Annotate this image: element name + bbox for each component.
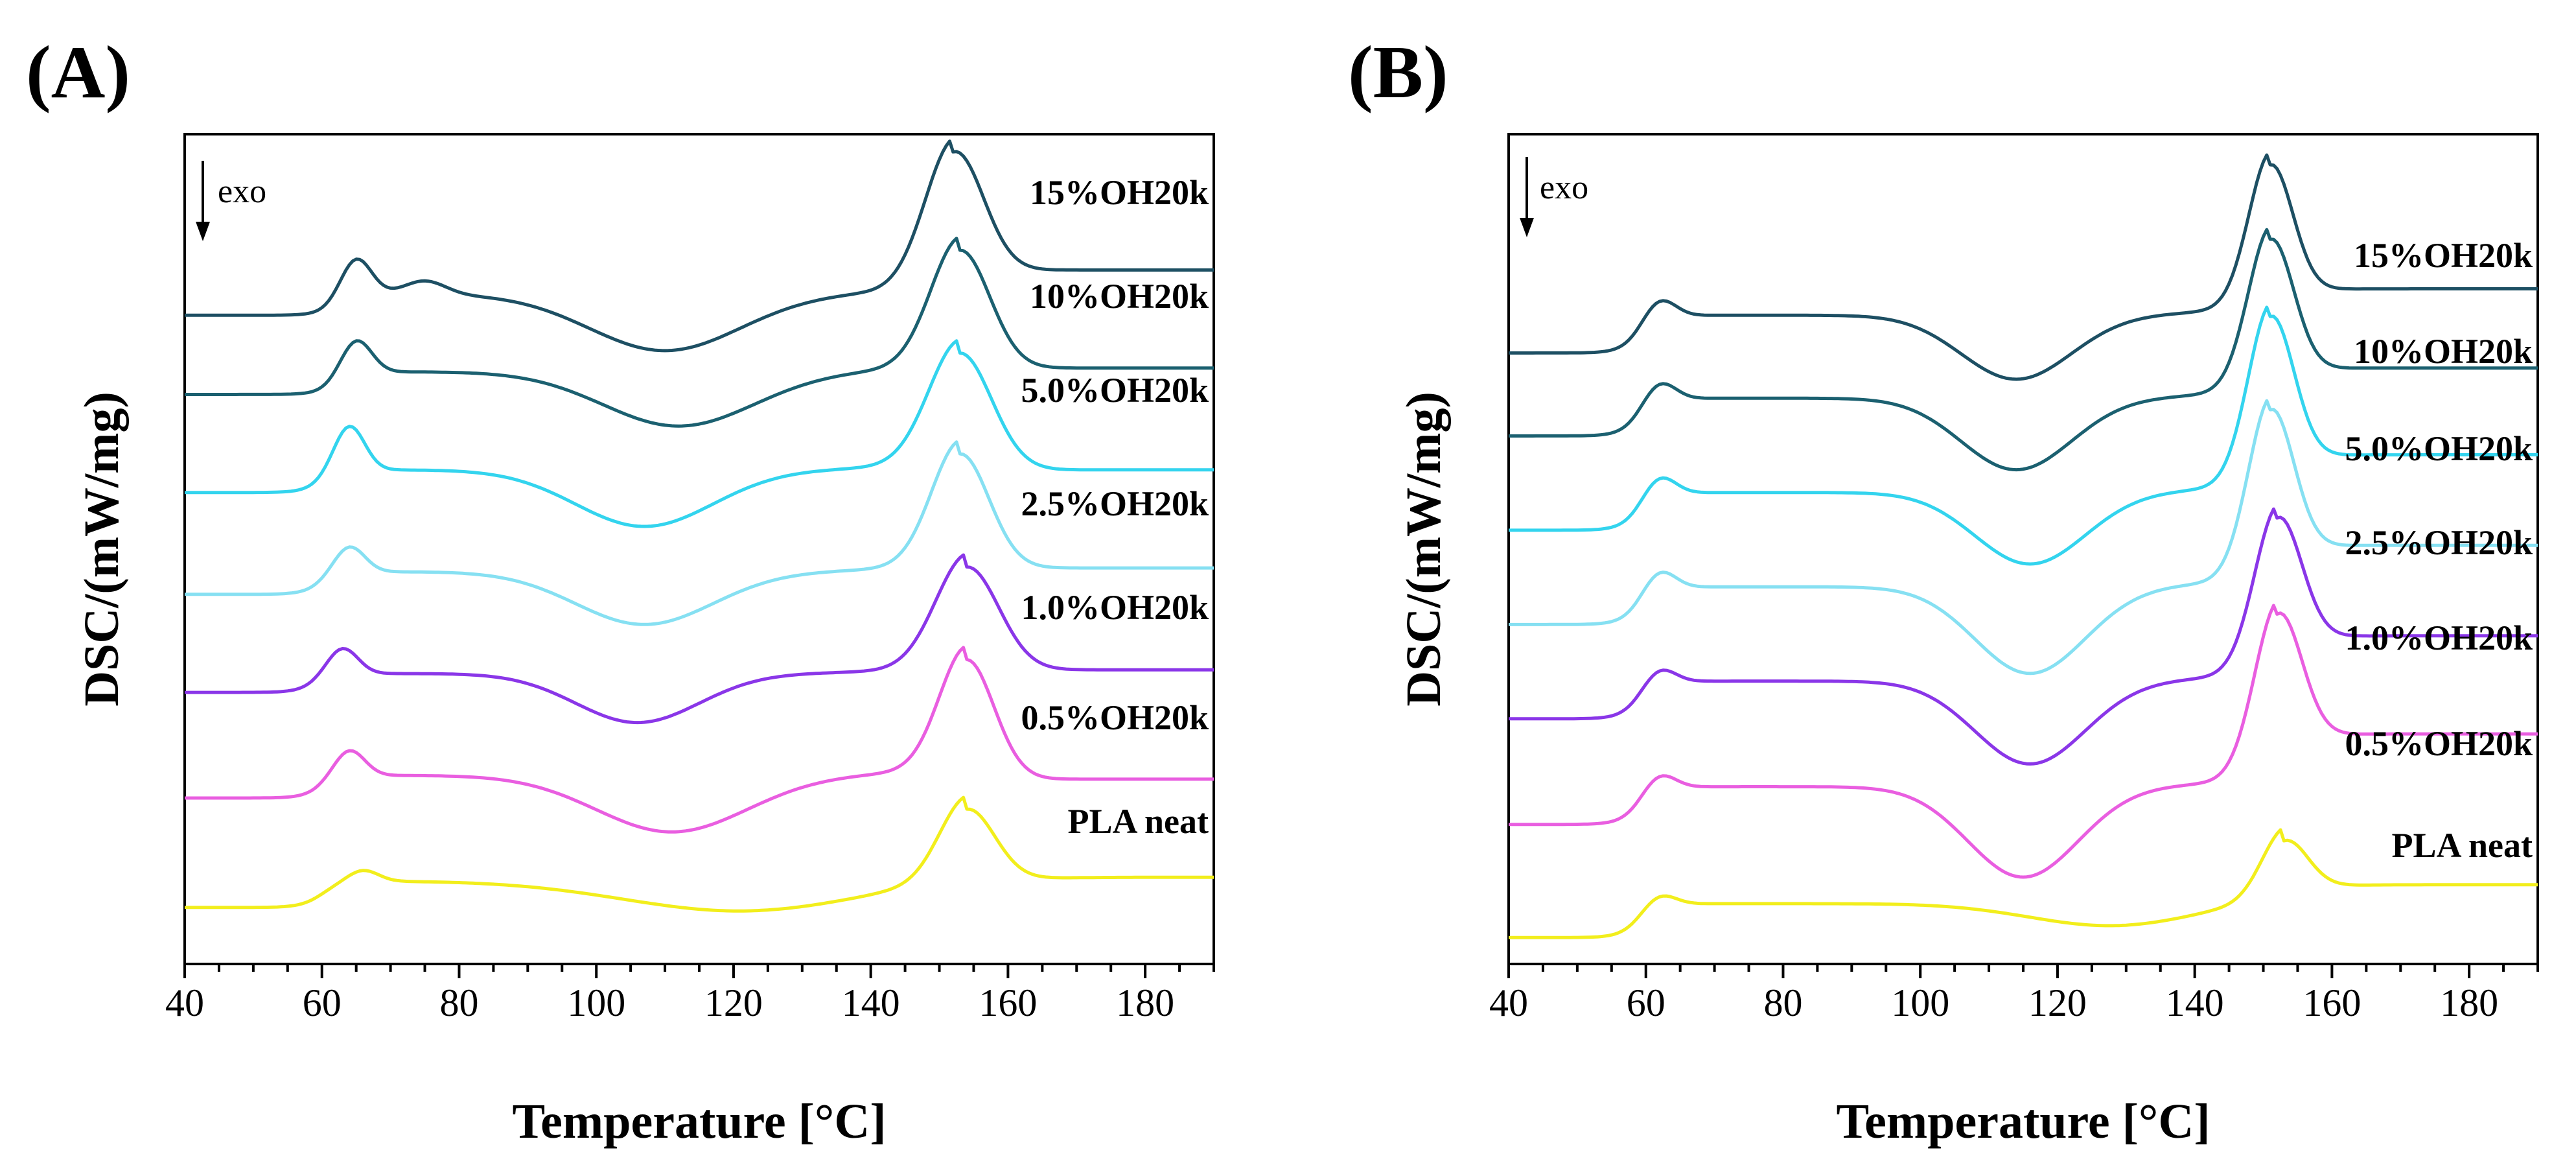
x-tick-label: 160 — [979, 981, 1037, 1024]
panel-a-curves — [185, 139, 1214, 913]
series-label: 0.5%OH20k — [1021, 698, 1209, 737]
panel-a-exo-arrow-icon — [196, 222, 210, 241]
series-label: 5.0%OH20k — [1021, 371, 1209, 410]
series-label: 1.0%OH20k — [1021, 588, 1209, 627]
panel-a-series-labels: 15%OH20k 10%OH20k 5.0%OH20k 2.5%OH20k 1.0%OH… — [1021, 173, 1209, 841]
series-label: 15%OH20k — [1030, 173, 1209, 212]
series-line-10-oh20k — [185, 237, 1214, 428]
x-tick-label: 80 — [439, 981, 478, 1024]
series-line-10-oh20k — [1509, 228, 2538, 472]
panel-a-plot-frame — [183, 133, 1215, 965]
series-label: 1.0%OH20k — [2345, 618, 2533, 657]
panel-b-y-axis-title: DSC/(mW/mg) — [1397, 392, 1451, 707]
panel-b-x-ticks — [1507, 964, 2539, 978]
panel-b-exo-arrow-icon — [1520, 218, 1534, 237]
x-tick-label: 160 — [2303, 981, 2361, 1024]
panel-a-x-tick-labels: 40 60 80 100 120 140 160 180 — [165, 981, 1174, 1024]
x-tick-label: 40 — [165, 981, 204, 1024]
series-label: 15%OH20k — [2354, 236, 2533, 275]
series-label: 0.5%OH20k — [2345, 724, 2533, 763]
panel-b-label: (B) — [1348, 31, 1448, 114]
series-line-2-5-oh20k — [1509, 399, 2538, 675]
x-tick-label: 80 — [1763, 981, 1802, 1024]
series-line-0-5-oh20k — [1509, 604, 2538, 879]
series-line-pla-neat — [185, 795, 1214, 913]
x-tick-label: 140 — [2166, 981, 2224, 1024]
x-tick-label: 120 — [704, 981, 763, 1024]
panel-b-x-axis-title: Temperature [°C] — [1836, 1094, 2210, 1149]
series-label: PLA neat — [2391, 826, 2533, 865]
x-tick-label: 100 — [567, 981, 625, 1024]
x-tick-label: 180 — [1116, 981, 1174, 1024]
series-label: 2.5%OH20k — [1021, 484, 1209, 523]
panel-a-label: (A) — [26, 31, 130, 114]
series-line-5-0-oh20k — [185, 339, 1214, 528]
x-tick-label: 140 — [842, 981, 900, 1024]
series-line-1-0-oh20k — [1509, 507, 2538, 766]
panel-b-series-labels: 15%OH20k 10%OH20k 5.0%OH20k 2.5%OH20k 1.0%OH… — [2345, 236, 2533, 865]
series-label: 10%OH20k — [2354, 332, 2533, 371]
x-tick-label: 60 — [1627, 981, 1665, 1024]
panel-a-x-axis-title: Temperature [°C] — [512, 1094, 886, 1149]
x-tick-label: 60 — [303, 981, 342, 1024]
x-tick-label: 40 — [1489, 981, 1528, 1024]
series-label: 5.0%OH20k — [2345, 429, 2533, 468]
x-tick-label: 120 — [2028, 981, 2087, 1024]
series-line-0-5-oh20k — [185, 646, 1214, 834]
panel-a-exo-label: exo — [218, 173, 266, 210]
series-label: 10%OH20k — [1030, 277, 1209, 316]
series-label: 2.5%OH20k — [2345, 523, 2533, 562]
x-tick-label: 100 — [1891, 981, 1949, 1024]
panel-b: (B) 40 60 80 100 120 140 160 180 15%OH20k 10%OH2… — [1348, 31, 2539, 1149]
panel-a: (A) 40 60 80 100 120 140 160 180 15%OH20k 10%OH2… — [26, 31, 1215, 1149]
panel-a-y-axis-title: DSC/(mW/mg) — [75, 392, 129, 707]
panel-b-x-tick-labels: 40 60 80 100 120 140 160 180 — [1489, 981, 2498, 1024]
series-label: PLA neat — [1067, 802, 1209, 841]
series-line-15-oh20k — [1509, 153, 2538, 381]
series-line-1-0-oh20k — [185, 553, 1214, 725]
panel-b-curves — [1509, 153, 2538, 939]
series-line-15-oh20k — [185, 139, 1214, 353]
series-line-2-5-oh20k — [185, 440, 1214, 626]
panel-b-exo-label: exo — [1540, 169, 1588, 206]
panel-a-x-ticks — [183, 964, 1215, 978]
series-line-pla-neat — [1509, 828, 2538, 939]
x-tick-label: 180 — [2440, 981, 2498, 1024]
series-line-5-0-oh20k — [1509, 305, 2538, 566]
